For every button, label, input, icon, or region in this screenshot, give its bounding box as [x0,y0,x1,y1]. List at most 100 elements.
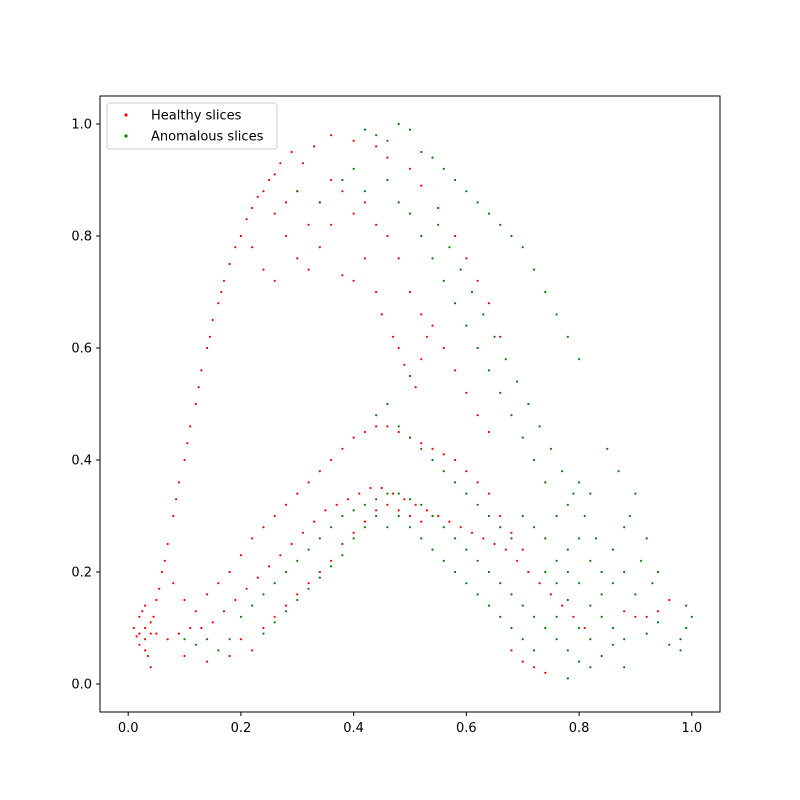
data-point [391,335,395,338]
data-point [158,587,161,590]
data-point [420,150,423,154]
legend-items: Healthy slices Anomalous slices [124,109,264,145]
data-point [211,621,214,624]
data-point [239,554,243,557]
data-point [143,604,147,607]
data-point [499,582,502,585]
data-point [220,290,223,294]
data-point [341,190,344,193]
data-point [228,262,231,266]
data-point [177,632,181,635]
data-point [656,610,660,613]
data-point [318,246,321,249]
data-point [352,509,355,512]
data-point [239,638,243,641]
data-point [532,666,536,669]
data-point [476,201,479,204]
data-point [172,582,175,585]
data-point [465,548,468,551]
y-tick-label: 0.0 [71,678,92,693]
data-point [679,649,682,652]
data-point [577,358,581,361]
data-point [521,246,524,249]
data-point [437,514,440,518]
data-point [527,402,530,406]
data-point [420,537,423,540]
data-point [386,402,389,406]
data-point [465,391,468,394]
data-point [487,302,491,305]
data-point [135,635,138,638]
data-point [476,481,479,484]
data-point [487,514,491,518]
data-point [284,604,288,607]
data-point [408,212,412,215]
data-point [397,425,400,428]
data-point [594,537,598,540]
data-point [589,666,592,669]
data-point [493,335,496,338]
data-point [256,195,259,198]
data-point [239,234,243,238]
data-point [634,615,637,618]
data-point [363,201,367,204]
data-point [561,604,564,607]
data-point [318,201,321,204]
data-point [453,570,457,574]
data-point [296,190,299,193]
data-point [273,514,276,518]
data-point [499,391,502,394]
legend-label: Healthy slices [151,109,242,124]
data-point [284,610,288,613]
data-point [408,498,412,501]
data-point [685,626,688,630]
data-point [363,257,367,260]
data-point [183,654,186,658]
data-point [318,576,321,579]
data-point [566,548,569,551]
data-point [617,470,620,473]
data-point [380,486,383,490]
data-point [668,643,671,646]
data-point [448,246,451,249]
data-point [482,313,485,316]
data-point [583,626,586,630]
data-point [152,615,155,618]
data-point [189,425,192,428]
data-point [566,677,569,680]
data-point [414,503,417,506]
data-point [465,257,468,260]
data-point [425,335,429,338]
data-point [358,492,361,495]
data-point [200,626,203,630]
data-point [273,615,276,618]
data-point [262,626,265,630]
data-point [476,559,479,562]
data-point [132,626,135,630]
data-point [143,626,147,630]
data-point [487,492,491,495]
data-point [476,593,479,596]
data-point [577,537,581,540]
data-point [408,167,412,170]
data-point [600,593,603,596]
data-point [307,587,310,590]
data-point [228,638,231,641]
data-point [251,246,254,249]
data-point [380,313,383,316]
data-point [397,430,400,434]
data-point [352,139,355,142]
data-point [499,223,502,226]
data-point [600,570,603,574]
data-point [476,279,479,282]
data-point [375,514,378,518]
y-tick-label: 0.2 [71,566,92,581]
data-point [228,570,231,574]
data-point [532,526,536,529]
data-point [352,537,355,540]
y-axis: 0.0 0.2 0.4 0.6 0.8 1.0 [71,118,100,693]
data-point [284,503,288,506]
data-point [363,128,367,131]
data-point [470,531,474,534]
data-point [544,290,547,294]
